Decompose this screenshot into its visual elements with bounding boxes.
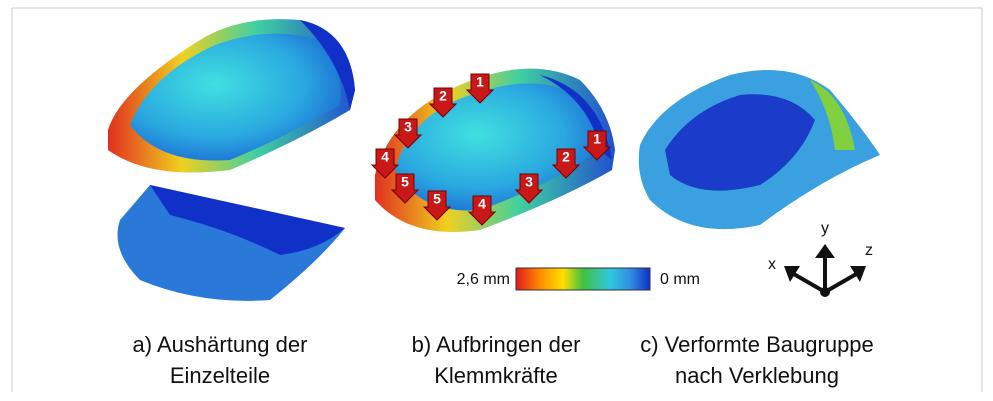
force-number: 5	[401, 174, 409, 190]
legend-min: 0 mm	[660, 271, 700, 288]
force-number: 1	[476, 74, 484, 90]
axis-x-label: x	[768, 256, 776, 273]
color-bar	[516, 268, 650, 290]
part-deformed-c	[639, 70, 880, 229]
part-assembly-b	[375, 69, 615, 232]
axis-z-label: z	[865, 242, 873, 259]
force-number: 4	[478, 196, 486, 212]
legend-max: 2,6 mm	[457, 271, 510, 288]
panel-caption: nach Verklebung	[675, 363, 839, 388]
panel-caption: Einzelteile	[170, 363, 270, 388]
force-number: 5	[433, 191, 441, 207]
panel-caption: a) Aushärtung der	[133, 332, 308, 357]
figure: 2,6 mm 0 mm y x z 1234554321a) Aushärtun…	[0, 0, 993, 396]
force-number: 3	[525, 174, 533, 190]
force-number: 4	[381, 149, 389, 165]
force-number: 2	[562, 149, 570, 165]
part-shell-a	[108, 19, 355, 172]
force-number: 1	[593, 131, 601, 147]
force-number: 2	[439, 88, 447, 104]
panel-caption: b) Aufbringen der	[412, 332, 581, 357]
panel-caption: Klemmkräfte	[434, 363, 557, 388]
coordinate-axes	[784, 244, 866, 297]
part-plate-a	[118, 185, 346, 301]
force-number: 3	[404, 119, 412, 135]
panel-caption: c) Verformte Baugruppe	[640, 332, 874, 357]
axis-y-label: y	[821, 220, 829, 237]
